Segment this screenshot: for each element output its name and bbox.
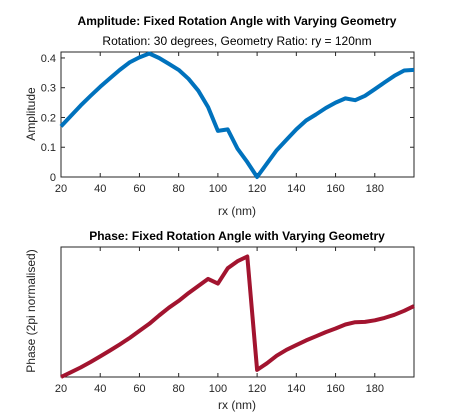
amplitude-plot-area [60, 51, 415, 178]
phase-title: Phase: Fixed Rotation Angle with Varying… [89, 229, 385, 243]
amplitude-y-tick-label: 0.4 [41, 53, 56, 65]
amplitude-y-axis-label: Amplitude [24, 87, 38, 141]
amplitude-x-tick-label: 160 [326, 183, 344, 195]
phase-x-tick-label: 60 [133, 383, 145, 395]
amplitude-x-tick-label: 140 [287, 183, 305, 195]
amplitude-x-axis-label: rx (nm) [218, 204, 256, 218]
amplitude-x-tick-label: 180 [366, 183, 384, 195]
phase-x-axis-label: rx (nm) [218, 398, 256, 412]
amplitude-x-ticks: 20 40 60 80 100 120 140 160 180 [55, 52, 384, 195]
amplitude-x-tick-label: 60 [133, 183, 145, 195]
phase-x-tick-label: 100 [209, 383, 227, 395]
amplitude-y-tick-label: 0.1 [41, 142, 56, 154]
phase-plot-area [60, 246, 415, 378]
amplitude-subtitle: Rotation: 30 degrees, Geometry Ratio: ry… [102, 34, 371, 48]
phase-x-tick-label: 40 [94, 383, 106, 395]
amplitude-y-tick-label: 0.3 [41, 83, 56, 95]
phase-x-tick-label: 140 [287, 383, 305, 395]
phase-panel: Phase: Fixed Rotation Angle with Varying… [24, 229, 415, 412]
amplitude-title: Amplitude: Fixed Rotation Angle with Var… [78, 14, 397, 28]
amplitude-x-tick-label: 80 [173, 183, 185, 195]
amplitude-line [59, 51, 415, 179]
amplitude-y-tick-label: 0.2 [41, 112, 56, 124]
phase-y-axis-label: Phase (2pi normalised) [24, 249, 38, 372]
amplitude-y-tick-label: 0 [50, 172, 56, 184]
phase-x-tick-label: 120 [248, 383, 266, 395]
amplitude-x-tick-label: 120 [248, 183, 266, 195]
phase-x-tick-label: 20 [55, 383, 67, 395]
amplitude-x-tick-label: 100 [209, 183, 227, 195]
phase-x-tick-label: 80 [173, 383, 185, 395]
amplitude-y-ticks: 0 0.1 0.2 0.3 0.4 [41, 53, 414, 184]
amplitude-x-tick-label: 20 [55, 183, 67, 195]
phase-line [60, 254, 415, 379]
phase-x-ticks: 20 40 60 80 100 120 140 160 180 [55, 247, 384, 395]
phase-x-tick-label: 180 [366, 383, 384, 395]
amplitude-panel: Amplitude: Fixed Rotation Angle with Var… [24, 14, 415, 218]
phase-x-tick-label: 160 [326, 383, 344, 395]
amplitude-x-tick-label: 40 [94, 183, 106, 195]
